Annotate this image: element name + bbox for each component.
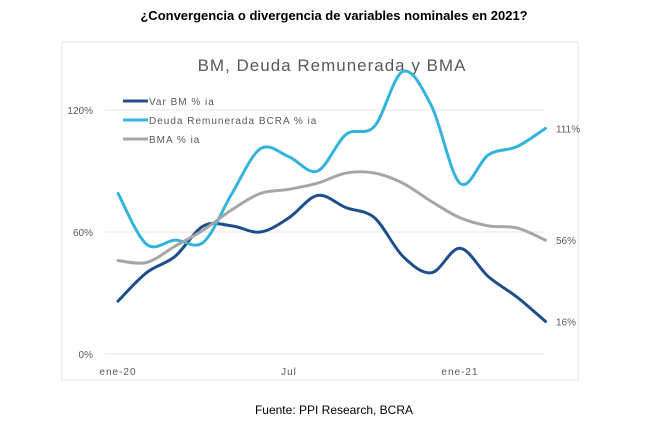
- y-tick-label: 60%: [73, 228, 93, 239]
- legend-label: BMA % ia: [149, 135, 200, 146]
- source-note: Fuente: PPI Research, BCRA: [254, 403, 414, 417]
- page-title: ¿Convergencia o divergencia de variables…: [140, 8, 528, 23]
- end-label: 56%: [556, 236, 576, 247]
- series-line-1: [116, 69, 547, 249]
- legend-label: Deuda Remunerada BCRA % ia: [149, 116, 317, 127]
- y-tick-label: 120%: [67, 106, 93, 117]
- series-line-0: [116, 193, 547, 323]
- chart-title: BM, Deuda Remunerada y BMA: [198, 56, 467, 75]
- series-line-2: [116, 170, 547, 265]
- end-label: 16%: [556, 317, 576, 328]
- x-tick-label: ene-20: [99, 367, 136, 378]
- end-label: 111%: [556, 124, 580, 135]
- x-tick-label: ene-21: [441, 367, 478, 378]
- legend-label: Var BM % ia: [149, 97, 215, 108]
- y-tick-label: 0%: [79, 350, 94, 361]
- chart-frame: [61, 41, 579, 381]
- x-tick-label: Jul: [281, 367, 297, 378]
